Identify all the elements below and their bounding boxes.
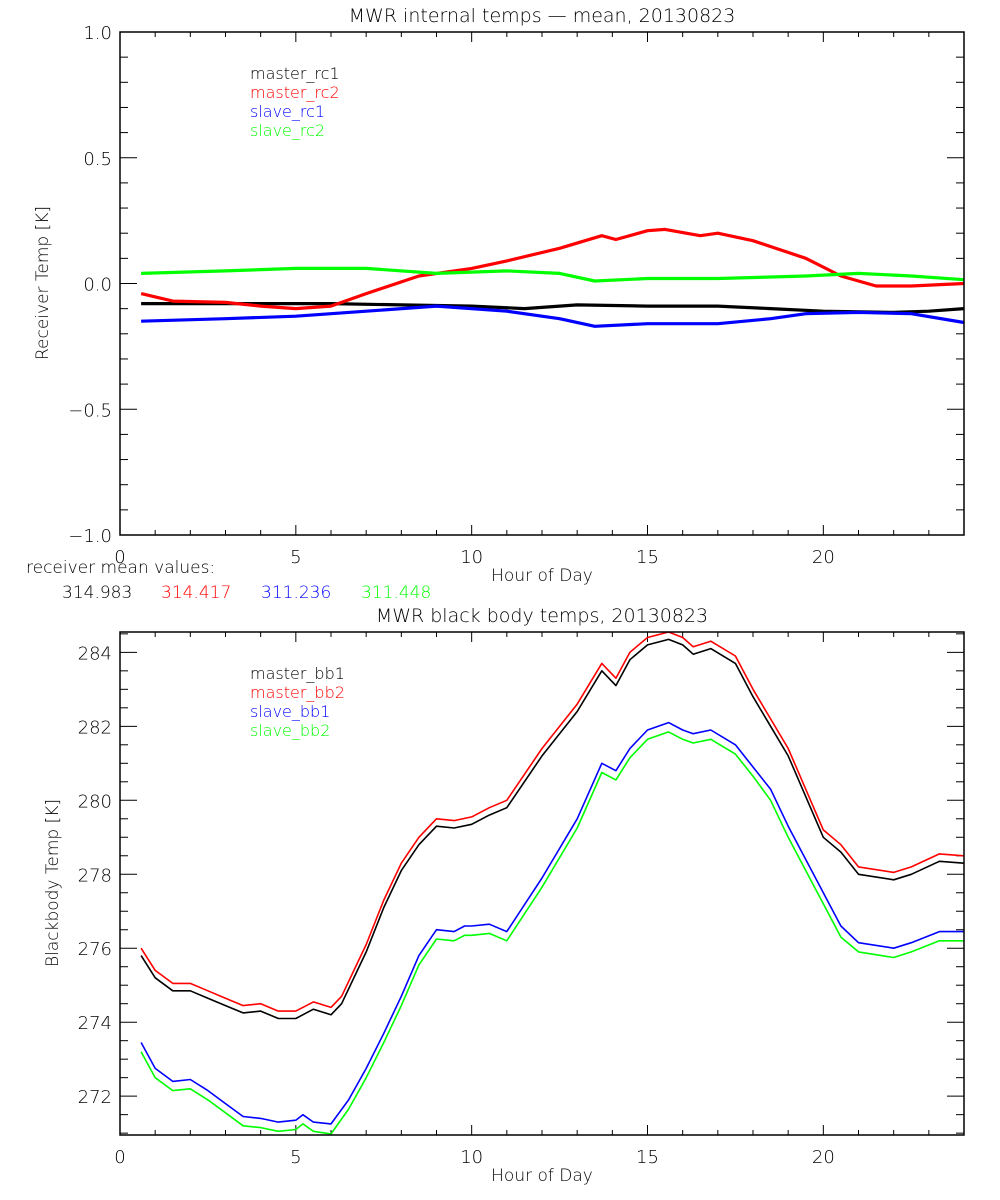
y-tick-label: 0.0 [83,275,112,296]
series-line-master-rc2 [140,227,965,311]
x-tick-label: 0 [114,1147,125,1168]
receiver-mean-label: receiver mean values: [26,558,215,578]
plot-receiver-temps: MWR internal temps — mean, 20130823 0 5 10… [33,5,965,586]
x-axis-label: Hour of Day [491,1166,593,1186]
series-lines [140,631,965,1135]
legend-entry-master-rc1: master_rc1 [250,64,340,83]
receiver-mean-value-master-rc1: 314.983 [62,583,132,603]
x-tick-label: 20 [812,1147,835,1168]
receiver-mean-value-master-rc2: 314.417 [161,583,231,603]
axis-ticks: 0 5 10 15 20 272 274 276 278 280 282 284 [78,632,965,1168]
x-tick-label: 15 [636,1147,659,1168]
x-axis-label: Hour of Day [491,566,593,586]
series-line-slave-rc1 [141,304,965,328]
legend-entry-master-bb1: master_bb1 [250,664,345,683]
axis-ticks: 0 5 10 15 20 −1.0 −0.5 0.0 0.5 1.0 [68,23,965,568]
y-tick-label: 0.5 [83,149,112,170]
x-tick-label: 10 [460,1147,483,1168]
legend-entry-slave-bb1: slave_bb1 [250,702,330,721]
receiver-mean-value-slave-rc1: 311.236 [261,583,331,603]
legend-entry-master-rc2: master_rc2 [250,83,340,102]
legend: master_rc1 master_rc2 slave_rc1 slave_rc… [250,64,340,140]
y-tick-label: 280 [78,791,112,812]
legend-entry-master-bb2: master_bb2 [250,683,345,702]
legend-entry-slave-bb2: slave_bb2 [250,721,330,740]
series-line-slave-bb1 [140,721,964,1125]
series-line-master-bb1 [140,638,965,1020]
y-tick-label: 1.0 [83,23,112,44]
y-tick-label: 284 [78,643,112,664]
y-axis-label: Blackbody Temp [K] [43,799,63,967]
y-tick-label: 282 [78,717,112,738]
y-tick-label: 278 [78,865,112,886]
y-tick-label: 274 [78,1013,112,1034]
plot-frame [119,631,965,1136]
plot-title: MWR internal temps — mean, 20130823 [349,5,736,27]
series-line-slave-rc2 [141,266,965,283]
legend-entry-slave-rc2: slave_rc2 [250,121,325,140]
y-tick-label: 276 [78,939,112,960]
x-tick-label: 15 [636,547,659,568]
series-line-slave-bb2 [140,731,964,1135]
plot-blackbody-temps: MWR black body temps, 20130823 0 5 10 15 20 2… [43,605,965,1186]
x-tick-label: 5 [290,547,301,568]
series-line-master-bb2 [140,631,965,1012]
series-lines [140,227,965,328]
plot-title: MWR black body temps, 20130823 [376,605,708,627]
x-tick-label: 0 [114,547,125,568]
x-tick-label: 10 [460,547,483,568]
legend-entry-slave-rc1: slave_rc1 [250,102,325,121]
x-tick-label: 20 [812,547,835,568]
legend: master_bb1 master_bb2 slave_bb1 slave_bb… [250,664,345,740]
y-tick-label: 272 [78,1087,112,1108]
receiver-mean-value-slave-rc2: 311.448 [361,583,431,603]
y-axis-label: Receiver Temp [K] [33,206,53,360]
x-tick-label: 5 [290,1147,301,1168]
plot-frame [119,31,965,536]
y-tick-label: −0.5 [68,400,112,421]
receiver-mean-annotation: receiver mean values: 314.983 314.417 31… [26,558,431,603]
y-tick-label: −1.0 [68,526,112,547]
